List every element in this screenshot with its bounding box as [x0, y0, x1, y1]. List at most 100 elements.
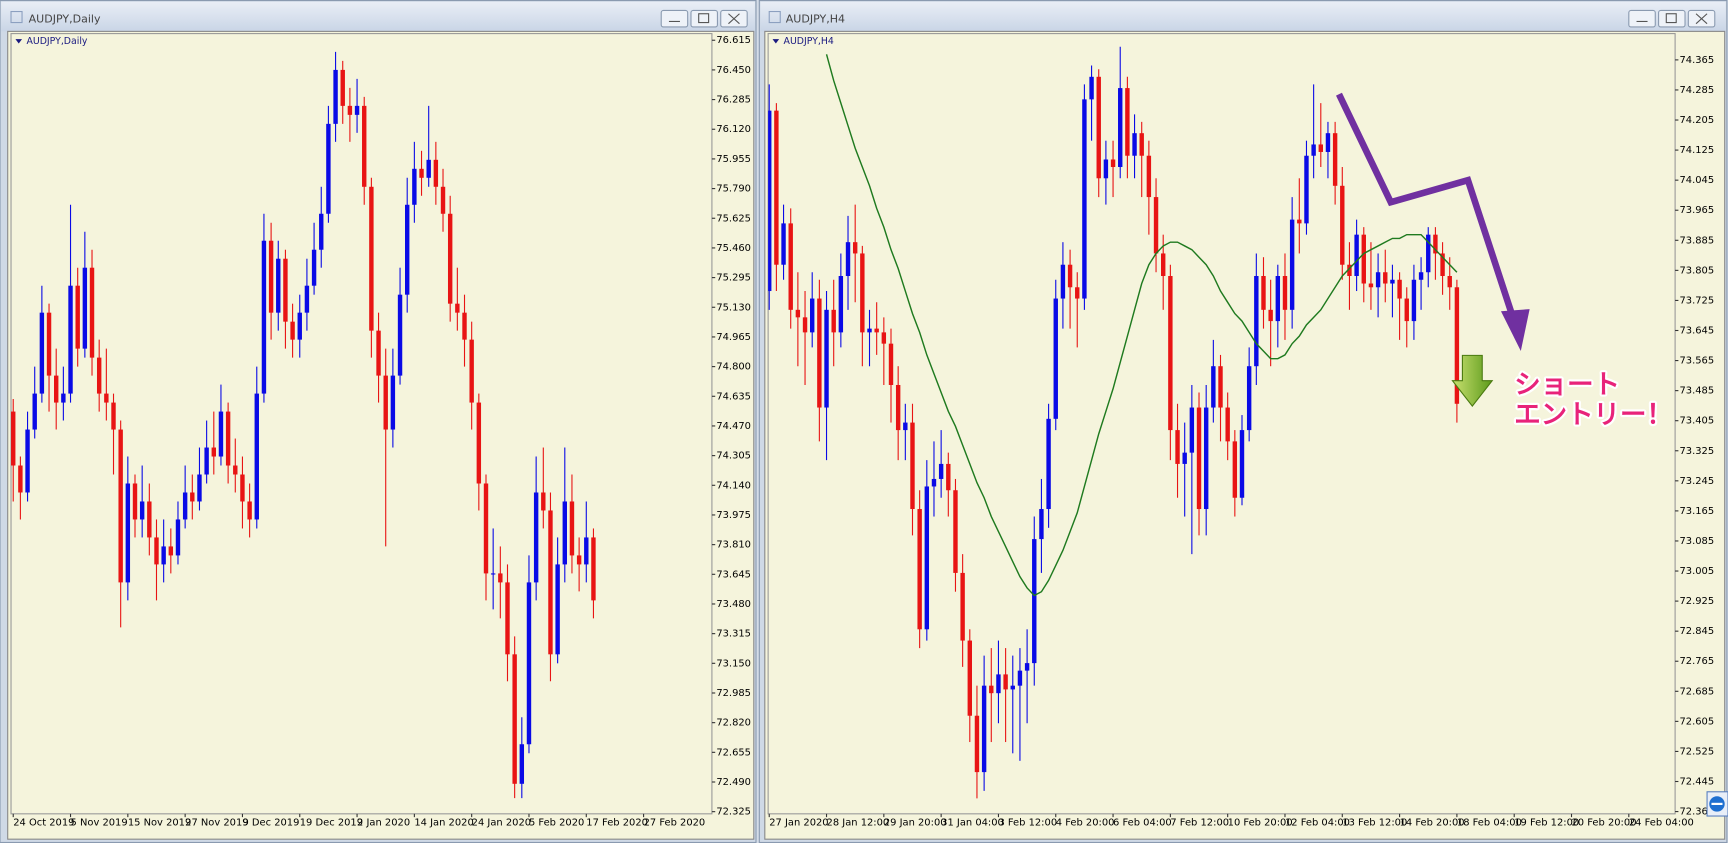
x-tick-label: 6 Feb 04:00 [1113, 818, 1172, 829]
y-tick-label: 72.365 [1680, 807, 1715, 818]
window-buttons[interactable] [660, 9, 748, 28]
y-tick-label: 74.305 [716, 451, 751, 462]
window-left: AUDJPY,Daily AUDJPY,Daily 72.32572.49072… [0, 0, 757, 843]
window-buttons[interactable] [1628, 9, 1716, 28]
corner-icon[interactable] [1706, 791, 1728, 817]
candle-body [1053, 298, 1058, 419]
minimize-button[interactable] [660, 9, 689, 28]
y-tick-label: 74.800 [716, 362, 751, 373]
candle-body [996, 674, 1001, 694]
candle-body [61, 393, 66, 403]
candle-body [810, 298, 815, 333]
candle-body [1404, 298, 1409, 322]
candle-body [304, 285, 310, 313]
y-tick-label: 73.480 [716, 599, 751, 610]
x-tick-label: 27 Jan 2020 [769, 818, 828, 829]
candle-body [1440, 253, 1445, 276]
candle-body [867, 328, 872, 333]
candle-body [297, 312, 302, 340]
candle-body [82, 267, 88, 349]
candle-body [1282, 275, 1288, 310]
y-tick-label: 72.655 [716, 747, 751, 758]
y-tick-label: 76.120 [716, 124, 751, 135]
candle-body [1096, 76, 1101, 179]
candle-body [831, 309, 836, 333]
candle-body [1368, 283, 1374, 288]
y-tick-label: 74.285 [1680, 85, 1715, 96]
trend-arrowhead [1500, 309, 1530, 351]
x-tick-label: 31 Jan 04:00 [941, 818, 1004, 829]
candle-body [1089, 76, 1094, 100]
candle-body [1311, 144, 1316, 156]
candle-body [1454, 287, 1460, 404]
candle-body [1289, 219, 1295, 310]
candle-body [1225, 407, 1230, 442]
candle-body [795, 309, 801, 318]
x-tick-label: 29 Jan 20:00 [884, 818, 947, 829]
maximize-button[interactable] [1658, 9, 1686, 28]
plot [768, 46, 1460, 799]
window-icon [10, 10, 23, 24]
candle-body [817, 298, 822, 408]
candle-body [447, 213, 453, 304]
candle-body [910, 422, 915, 510]
candle-body [1268, 309, 1273, 322]
y-tick-label: 72.925 [1680, 596, 1715, 607]
chart-panel [764, 30, 1726, 840]
y-tick-label: 72.845 [1680, 626, 1715, 637]
candle-body [519, 744, 525, 784]
candle-body [881, 332, 887, 344]
candle-body [204, 447, 209, 475]
chart-menu-arrow [772, 39, 780, 44]
plot [11, 51, 596, 799]
candle-body [931, 478, 937, 487]
candle-body [1232, 441, 1238, 498]
candle-body [476, 402, 482, 484]
y-tick-label: 73.975 [716, 510, 751, 521]
candle-body [233, 465, 238, 475]
candle-body [924, 486, 930, 630]
candle-body [254, 393, 259, 520]
chart-label: AUDJPY,H4 [784, 36, 834, 47]
x-tick-label: 14 Jan 2020 [414, 818, 473, 829]
candle-body [1039, 509, 1044, 540]
y-tick-label: 73.805 [1680, 265, 1715, 276]
candle-body [1082, 99, 1087, 299]
candle-body [1375, 272, 1381, 288]
candle-body [1411, 279, 1417, 322]
y-tick-label: 72.765 [1680, 656, 1715, 667]
minimize-button[interactable] [1628, 9, 1656, 28]
x-tick-label: 17 Feb 2020 [586, 818, 648, 829]
candle-body [938, 463, 944, 479]
candle-body [548, 510, 553, 655]
x-tick-label: 20 Feb 20:00 [1572, 818, 1637, 829]
button-glyph [698, 13, 710, 24]
candle-body [132, 483, 138, 520]
candle-body [1132, 133, 1137, 156]
y-tick-label: 72.445 [1680, 777, 1715, 788]
x-tick-label: 24 Oct 2019 [13, 818, 74, 829]
candle-body [981, 685, 987, 773]
x-tick-label: 7 Feb 12:00 [1170, 818, 1229, 829]
candle-body [347, 105, 353, 115]
y-tick-label: 75.790 [716, 184, 751, 195]
candle-body [283, 258, 288, 322]
candle-body [68, 285, 73, 394]
y-tick-label: 73.150 [716, 658, 751, 669]
x-tick-label: 12 Feb 04:00 [1285, 818, 1350, 829]
candle-body [533, 492, 539, 583]
annotation-text: ショート [1514, 370, 1620, 401]
x-tick-label: 9 Dec 2019 [242, 818, 299, 829]
maximize-button[interactable] [690, 9, 718, 28]
candle-body [498, 573, 503, 583]
candle-body [1161, 253, 1166, 276]
candle-body [967, 640, 972, 716]
candle-body [1024, 663, 1030, 671]
trend-arrow [1335, 92, 1516, 316]
x-tick-label: 27 Nov 2019 [185, 818, 248, 829]
candle-body [953, 490, 958, 573]
candle-body [1246, 366, 1252, 431]
candle-body [512, 654, 517, 784]
candle-body [39, 312, 45, 394]
y-tick-label: 74.635 [716, 391, 751, 402]
